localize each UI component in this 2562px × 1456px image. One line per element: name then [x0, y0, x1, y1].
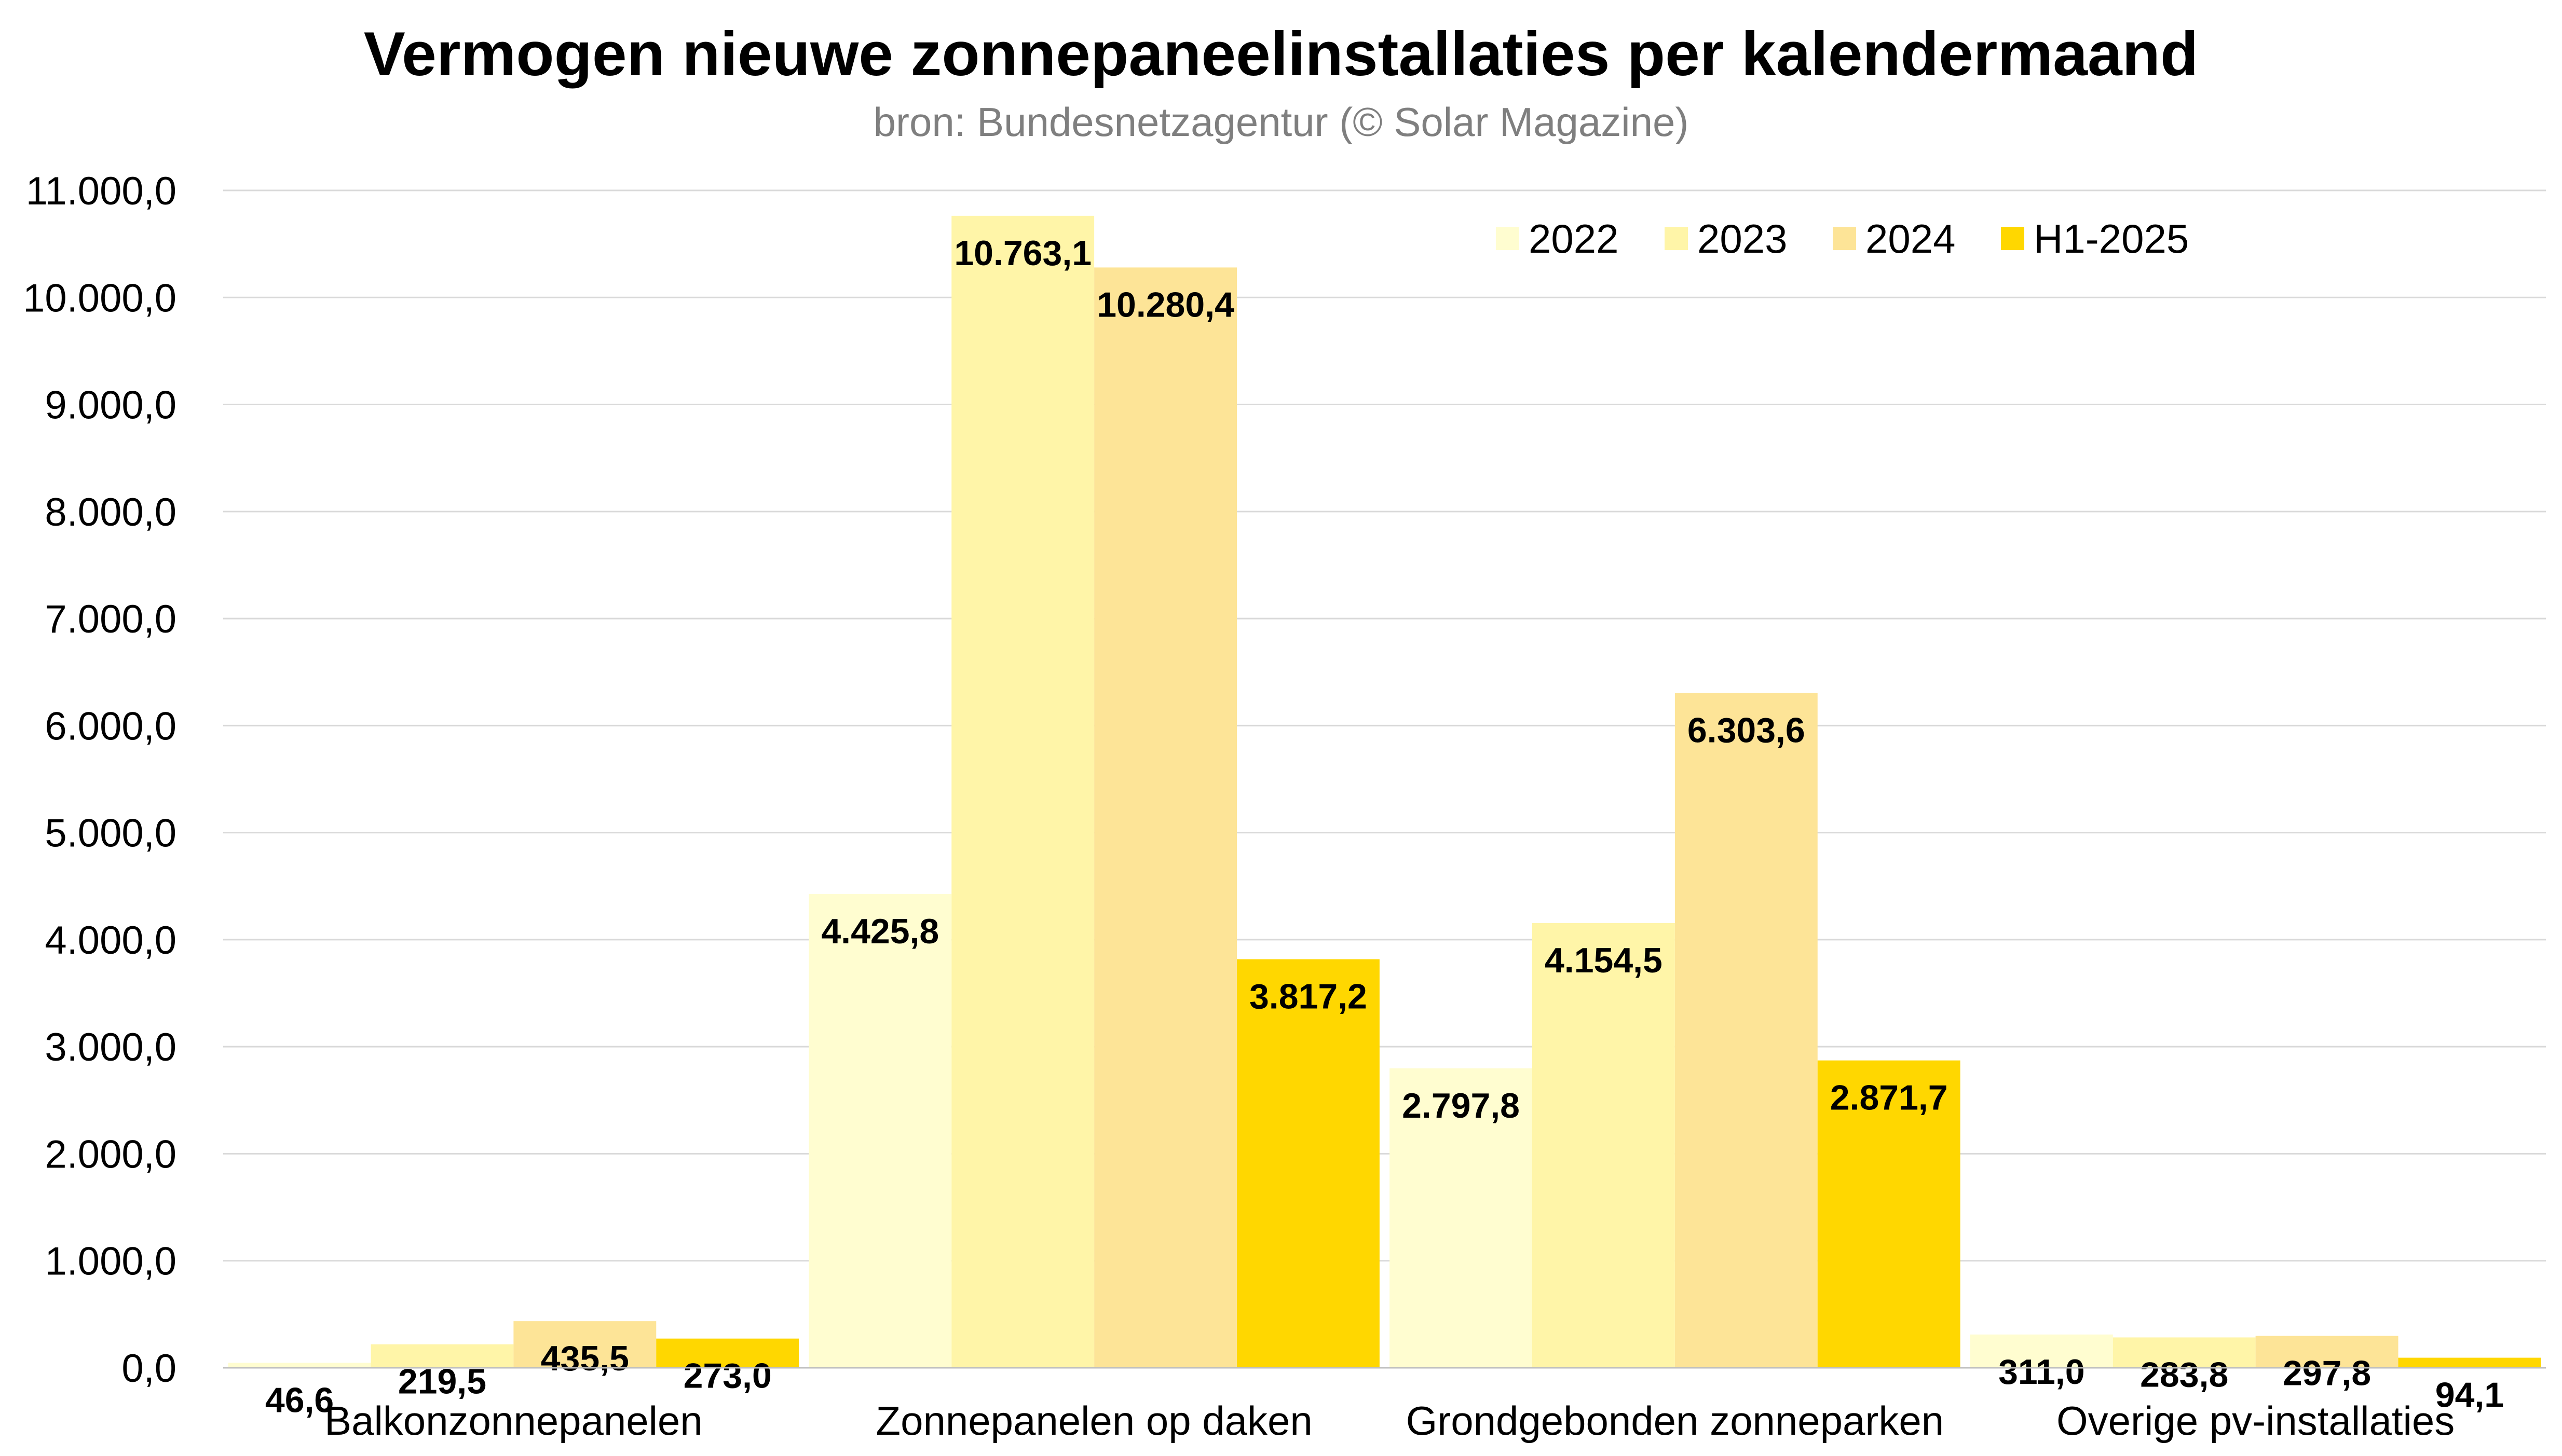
x-tick-label: Balkonzonnepanelen: [324, 1398, 703, 1444]
legend-swatch: [2001, 227, 2024, 250]
data-label: 297,8: [2283, 1354, 2371, 1393]
y-tick-label: 5.000,0: [45, 812, 176, 856]
y-tick-label: 3.000,0: [45, 1025, 176, 1069]
data-label: 4.154,5: [1545, 941, 1662, 980]
bar: [1237, 959, 1380, 1368]
bar: [1532, 923, 1675, 1368]
data-label: 283,8: [2140, 1355, 2228, 1394]
legend-swatch: [1665, 227, 1688, 250]
gridlines: [223, 189, 2546, 1262]
bar: [228, 1363, 371, 1368]
legend-label: 2024: [1865, 216, 1956, 262]
bar: [1389, 1068, 1532, 1368]
data-label: 2.871,7: [1830, 1078, 1948, 1118]
bar: [951, 215, 1095, 1368]
y-tick-label: 2.000,0: [45, 1132, 176, 1176]
data-label: 10.280,4: [1097, 285, 1234, 324]
data-label: 6.303,6: [1687, 711, 1805, 750]
bar: [371, 1344, 514, 1368]
y-tick-label: 0,0: [121, 1347, 176, 1391]
y-tick-label: 10.000,0: [23, 276, 176, 320]
bar: [513, 1321, 657, 1368]
data-labels: 46,64.425,82.797,8311,0219,510.763,14.15…: [265, 233, 2504, 1420]
legend: 2022 2023 2024 H1-2025: [1496, 216, 2189, 262]
bars: [228, 215, 2541, 1368]
data-label: 311,0: [1998, 1352, 2084, 1392]
chart-title: Vermogen nieuwe zonnepaneelinstallaties …: [364, 19, 2199, 89]
data-label: 46,6: [265, 1380, 334, 1420]
x-tick-label: Overige pv-installaties: [2056, 1398, 2455, 1444]
bar: [2113, 1337, 2256, 1368]
y-tick-label: 7.000,0: [45, 597, 176, 641]
legend-swatch: [1496, 227, 1519, 250]
bar: [809, 894, 952, 1368]
data-label: 435,5: [541, 1339, 629, 1378]
bar: [1970, 1334, 2113, 1368]
y-tick-label: 11.000,0: [26, 169, 176, 213]
bar: [656, 1338, 799, 1368]
legend-label: 2022: [1529, 216, 1619, 262]
y-tick-label: 8.000,0: [45, 490, 176, 534]
legend-label: 2023: [1697, 216, 1788, 262]
y-tick-label: 1.000,0: [45, 1240, 176, 1284]
legend-label: H1-2025: [2034, 216, 2189, 262]
bar: [1094, 267, 1237, 1368]
data-label: 3.817,2: [1249, 977, 1367, 1017]
chart-subtitle: bron: Bundesnetzagentur (© Solar Magazin…: [874, 99, 1689, 145]
data-label: 4.425,8: [821, 912, 939, 951]
y-tick-label: 4.000,0: [45, 918, 176, 963]
data-label: 273,0: [684, 1356, 772, 1396]
data-label: 2.797,8: [1402, 1086, 1520, 1125]
bar: [2398, 1357, 2541, 1368]
bar: [1817, 1060, 1960, 1368]
data-label: 94,1: [2435, 1376, 2504, 1415]
bar: [1674, 693, 1818, 1368]
x-tick-label: Grondgebonden zonneparken: [1406, 1398, 1944, 1444]
y-axis: 0,0 1.000,0 2.000,0 3.000,0 4.000,0 5.000,0 6.…: [23, 169, 176, 1391]
x-tick-label: Zonnepanelen op daken: [876, 1398, 1312, 1444]
bar: [2255, 1336, 2399, 1368]
legend-swatch: [1833, 227, 1856, 250]
x-axis: Balkonzonnepanelen Zonnepanelen op daken G…: [223, 1367, 2546, 1444]
y-tick-label: 6.000,0: [45, 704, 176, 748]
data-label: 10.763,1: [954, 233, 1092, 273]
y-tick-label: 9.000,0: [45, 383, 176, 428]
